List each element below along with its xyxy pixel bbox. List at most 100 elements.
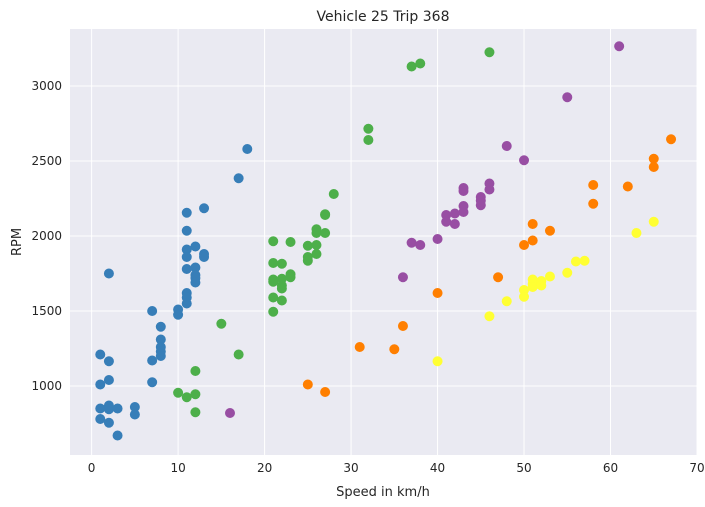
y-tick-label: 1500: [31, 304, 62, 318]
y-tick-label: 1000: [31, 379, 62, 393]
data-point: [406, 61, 417, 72]
data-point: [199, 252, 210, 262]
data-point: [311, 249, 322, 259]
data-point: [441, 216, 452, 227]
data-point: [190, 389, 201, 400]
data-point: [320, 387, 331, 397]
y-tick-label: 3000: [31, 79, 62, 93]
data-point: [519, 155, 530, 166]
x-tick-label: 20: [257, 461, 272, 475]
data-point: [95, 349, 106, 360]
data-point: [501, 141, 512, 151]
data-point: [95, 403, 106, 414]
data-point: [432, 234, 443, 244]
data-point: [527, 235, 538, 246]
data-point: [415, 240, 426, 250]
data-point: [181, 392, 192, 403]
plot-background: [70, 29, 697, 455]
data-point: [588, 198, 599, 209]
data-point: [320, 210, 331, 220]
data-point: [570, 256, 581, 267]
data-point: [181, 298, 192, 309]
data-point: [95, 414, 106, 424]
data-point: [268, 236, 279, 247]
x-tick-label: 60: [603, 461, 618, 475]
data-point: [648, 162, 659, 172]
data-point: [527, 282, 538, 292]
x-axis-title: Speed in km/h: [336, 485, 430, 500]
data-point: [129, 409, 140, 420]
data-point: [354, 342, 365, 352]
x-tick-label: 0: [88, 461, 96, 475]
data-point: [190, 241, 201, 252]
y-axis-title: RPM: [10, 228, 25, 256]
data-point: [648, 153, 659, 164]
data-point: [519, 240, 530, 250]
data-point: [285, 272, 296, 283]
data-point: [112, 430, 123, 441]
data-point: [173, 387, 184, 398]
data-point: [268, 292, 279, 303]
data-point: [527, 219, 538, 229]
data-point: [147, 306, 158, 316]
data-point: [415, 58, 426, 69]
data-point: [216, 318, 227, 329]
data-point: [501, 296, 512, 307]
x-tick-label: 10: [170, 461, 185, 475]
data-point: [562, 92, 573, 103]
data-point: [493, 272, 504, 283]
data-point: [432, 288, 443, 298]
data-point: [302, 240, 313, 251]
data-point: [666, 134, 677, 145]
data-point: [276, 295, 287, 306]
data-point: [276, 283, 287, 294]
data-point: [579, 255, 590, 266]
data-point: [103, 356, 114, 367]
data-point: [328, 189, 339, 199]
data-point: [449, 208, 460, 219]
data-point: [458, 207, 469, 217]
data-point: [112, 403, 123, 414]
data-point: [268, 306, 279, 317]
x-tick-label: 70: [689, 461, 704, 475]
data-point: [155, 334, 166, 345]
x-tick-label: 30: [343, 461, 358, 475]
data-point: [397, 272, 408, 283]
data-point: [614, 41, 625, 52]
data-point: [173, 309, 184, 320]
y-tick-label: 2500: [31, 154, 62, 168]
data-point: [268, 258, 279, 268]
data-point: [155, 351, 166, 361]
data-point: [432, 356, 443, 367]
data-point: [268, 276, 279, 287]
data-points: [95, 41, 677, 441]
data-point: [276, 258, 287, 269]
data-point: [190, 407, 201, 418]
data-point: [648, 216, 659, 227]
data-point: [475, 200, 486, 211]
data-point: [519, 291, 530, 302]
data-point: [363, 135, 374, 145]
data-point: [588, 180, 599, 190]
data-point: [397, 321, 408, 331]
data-point: [233, 349, 244, 360]
data-point: [155, 321, 166, 332]
data-point: [190, 262, 201, 273]
data-point: [311, 228, 322, 238]
data-point: [129, 402, 140, 412]
data-point: [544, 225, 555, 236]
data-point: [458, 186, 469, 196]
chart-title: Vehicle 25 Trip 368: [317, 9, 450, 25]
data-point: [147, 355, 158, 366]
data-point: [631, 228, 642, 238]
data-point: [285, 237, 296, 247]
data-point: [242, 144, 253, 154]
data-point: [320, 228, 331, 238]
data-point: [103, 404, 114, 415]
data-point: [484, 311, 495, 322]
data-point: [406, 237, 417, 248]
data-point: [536, 280, 547, 291]
data-point: [103, 417, 114, 428]
data-point: [181, 207, 192, 218]
data-point: [622, 181, 633, 192]
